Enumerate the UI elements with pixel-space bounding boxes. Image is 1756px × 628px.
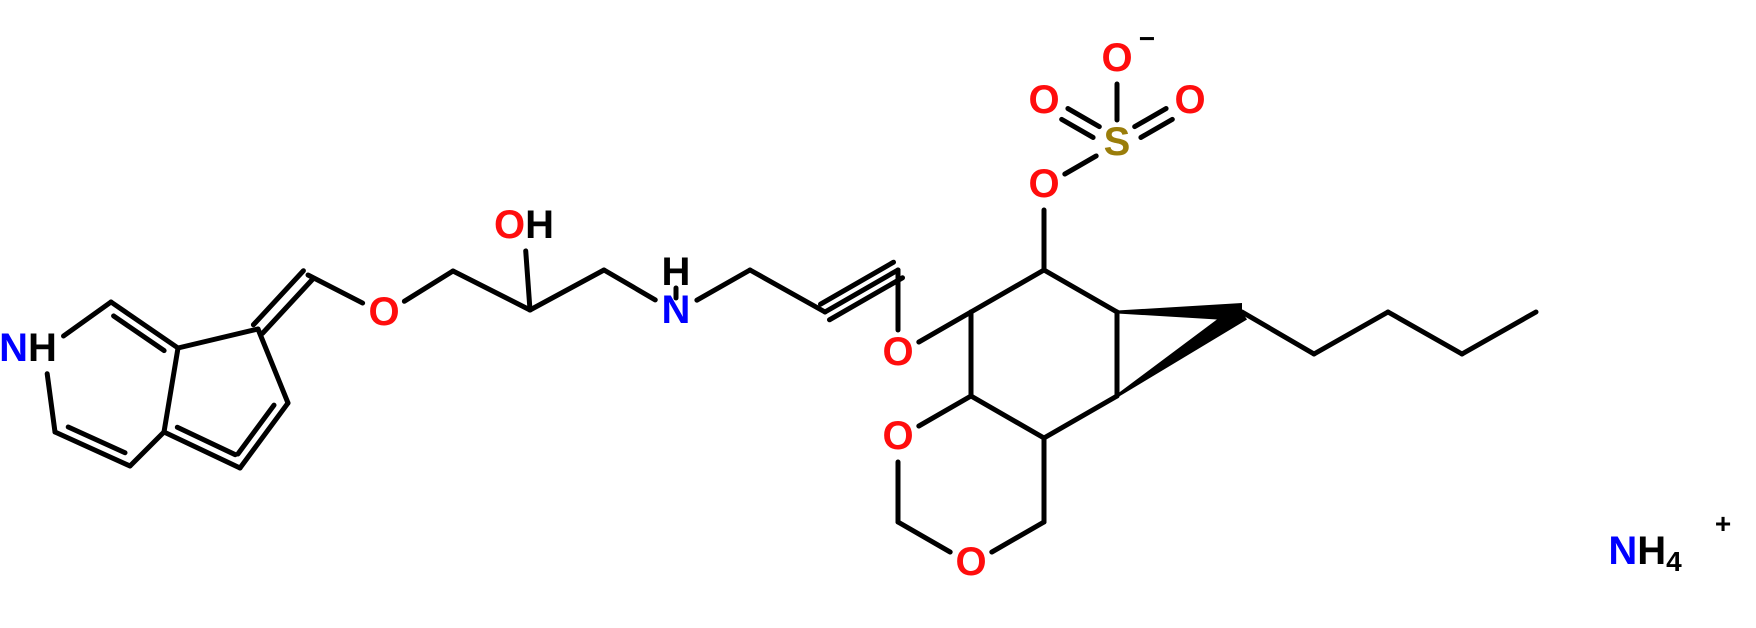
n-label: N — [662, 288, 691, 332]
charge-label: − — [1139, 23, 1155, 54]
o-label: O — [1174, 78, 1205, 122]
o-label: O — [368, 290, 399, 334]
o-label: O — [1101, 36, 1132, 80]
h-label: H — [662, 250, 691, 294]
n-label: NH — [0, 326, 57, 370]
o-label: O — [955, 540, 986, 584]
o-label: O — [1028, 78, 1059, 122]
charge-label: + — [1715, 508, 1731, 539]
molecule-diagram: NHOOHNHOOSOOO−OONH4+ — [0, 0, 1756, 628]
o-label: O — [882, 414, 913, 458]
s-label: S — [1104, 120, 1131, 164]
o-label: O — [882, 330, 913, 374]
n-label: NH4 — [1608, 529, 1682, 578]
o-label: O — [1028, 162, 1059, 206]
o-label: OH — [494, 203, 554, 247]
